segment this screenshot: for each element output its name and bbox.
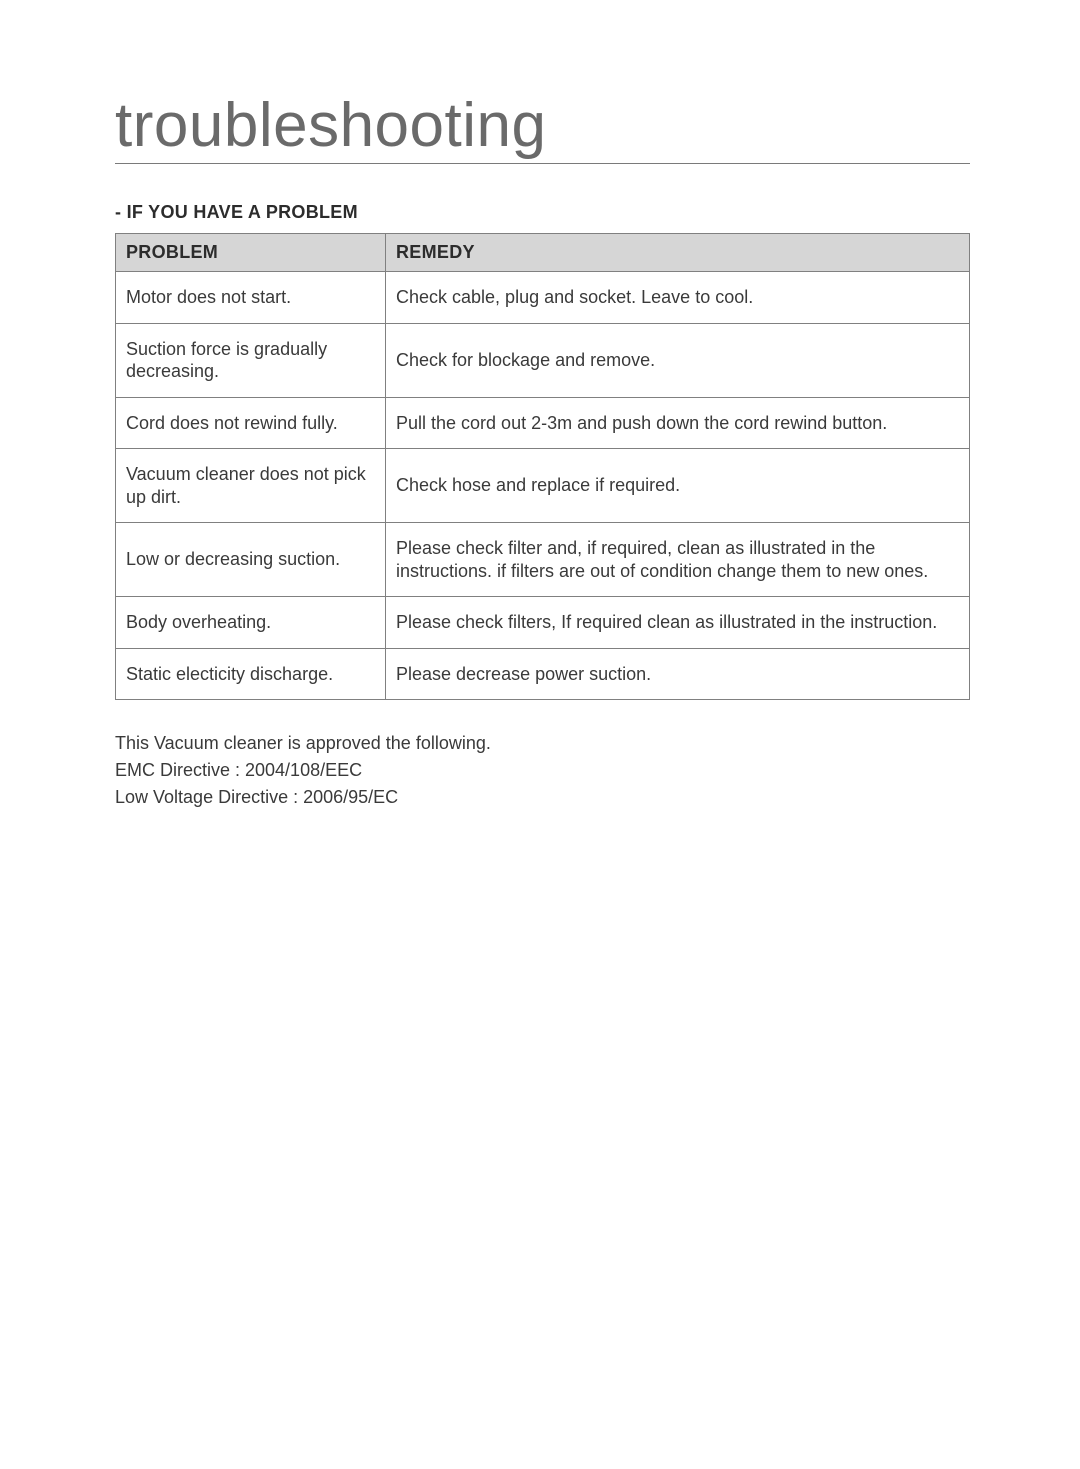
remedy-cell: Check hose and replace if required.: [386, 449, 970, 523]
problem-cell: Suction force is gradually decreasing.: [116, 323, 386, 397]
remedy-cell: Check for blockage and remove.: [386, 323, 970, 397]
problem-cell: Low or decreasing suction.: [116, 523, 386, 597]
col-header-problem: PROBLEM: [116, 234, 386, 272]
section-label: - IF YOU HAVE A PROBLEM: [115, 202, 970, 223]
problem-cell: Cord does not rewind fully.: [116, 397, 386, 449]
table-row: Low or decreasing suction. Please check …: [116, 523, 970, 597]
troubleshooting-table: PROBLEM REMEDY Motor does not start. Che…: [115, 233, 970, 700]
problem-cell: Vacuum cleaner does not pick up dirt.: [116, 449, 386, 523]
table-header-row: PROBLEM REMEDY: [116, 234, 970, 272]
problem-cell: Body overheating.: [116, 597, 386, 649]
low-voltage-directive: Low Voltage Directive : 2006/95/EC: [115, 784, 970, 811]
approval-text: This Vacuum cleaner is approved the foll…: [115, 730, 970, 757]
table-row: Cord does not rewind fully. Pull the cor…: [116, 397, 970, 449]
table-row: Vacuum cleaner does not pick up dirt. Ch…: [116, 449, 970, 523]
remedy-cell: Please check filters, If required clean …: [386, 597, 970, 649]
footer-block: This Vacuum cleaner is approved the foll…: [115, 730, 970, 811]
remedy-cell: Check cable, plug and socket. Leave to c…: [386, 272, 970, 324]
emc-directive: EMC Directive : 2004/108/EEC: [115, 757, 970, 784]
table-row: Motor does not start. Check cable, plug …: [116, 272, 970, 324]
table-row: Body overheating. Please check filters, …: [116, 597, 970, 649]
page-title: troubleshooting: [115, 90, 970, 164]
remedy-cell: Please decrease power suction.: [386, 648, 970, 700]
remedy-cell: Please check filter and, if required, cl…: [386, 523, 970, 597]
problem-cell: Motor does not start.: [116, 272, 386, 324]
table-row: Suction force is gradually decreasing. C…: [116, 323, 970, 397]
col-header-remedy: REMEDY: [386, 234, 970, 272]
remedy-cell: Pull the cord out 2-3m and push down the…: [386, 397, 970, 449]
table-row: Static electicity discharge. Please decr…: [116, 648, 970, 700]
problem-cell: Static electicity discharge.: [116, 648, 386, 700]
